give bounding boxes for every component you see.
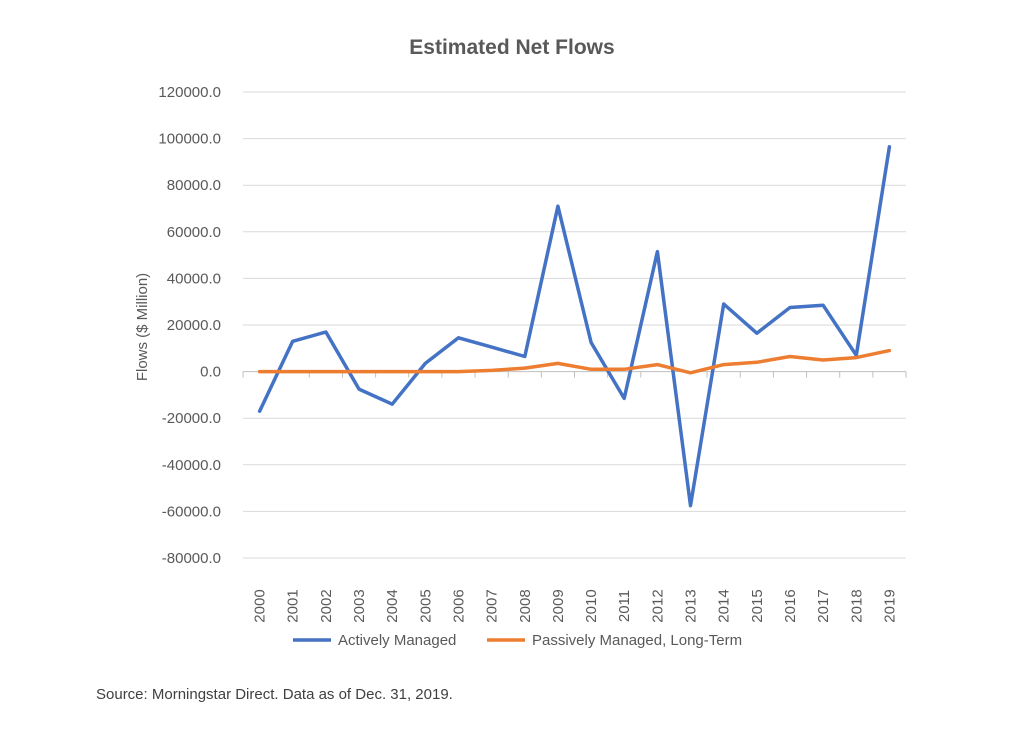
x-tick-label: 2015 — [749, 589, 766, 622]
series-line-passively-managed — [257, 348, 892, 375]
y-tick-label: 0.0 — [200, 364, 221, 381]
x-tick-label: 2017 — [815, 589, 832, 622]
source-note: Source: Morningstar Direct. Data as of D… — [96, 686, 453, 703]
y-tick-label: 40000.0 — [167, 270, 221, 287]
y-tick-label: 80000.0 — [167, 177, 221, 194]
y-tick-label: -20000.0 — [162, 410, 221, 427]
x-tick-label: 2018 — [848, 589, 865, 622]
x-tick-label: 2001 — [285, 589, 302, 622]
x-tick-label: 2016 — [782, 589, 799, 622]
x-tick-label: 2012 — [649, 589, 666, 622]
line-chart: 120000.0 100000.0 80000.0 60000.0 40000.0 200… — [134, 84, 907, 649]
x-tick-label: 2006 — [450, 589, 467, 622]
x-tick-label: 2000 — [252, 589, 269, 622]
x-tick-label: 2014 — [716, 589, 733, 622]
x-tick-label: 2008 — [517, 589, 534, 622]
y-tick-label: 120000.0 — [158, 84, 221, 101]
chart-title: Estimated Net Flows — [409, 36, 615, 59]
legend-label: Actively Managed — [338, 632, 456, 649]
y-tick-label: -60000.0 — [162, 503, 221, 520]
x-tick-label: 2007 — [484, 589, 501, 622]
legend-label: Passively Managed, Long-Term — [532, 632, 742, 649]
x-tick-label: 2002 — [318, 589, 335, 622]
x-tick-label: 2009 — [550, 589, 567, 622]
x-tick-label: 2004 — [384, 589, 401, 622]
y-tick-label: 60000.0 — [167, 224, 221, 241]
x-tick-label: 2003 — [351, 589, 368, 622]
y-axis-title: Flows ($ Million) — [134, 273, 151, 381]
x-tick-label: 2005 — [417, 589, 434, 622]
y-axis-tick-labels: 120000.0 100000.0 80000.0 60000.0 40000.0 200… — [158, 84, 221, 567]
x-axis-tick-labels: 2000 2001 2002 2003 2004 2005 2006 2007 2008 2009… — [252, 589, 899, 622]
series-lines — [257, 145, 892, 508]
gridlines — [243, 91, 906, 559]
series-line-actively-managed — [257, 145, 892, 508]
y-tick-label: -80000.0 — [162, 550, 221, 567]
x-tick-label: 2019 — [881, 589, 898, 622]
x-tick-label: 2013 — [683, 589, 700, 622]
y-tick-label: 100000.0 — [158, 131, 221, 148]
x-tick-label: 2010 — [583, 589, 600, 622]
y-tick-label: -40000.0 — [162, 457, 221, 474]
legend: Actively Managed Passively Managed, Long-… — [293, 632, 742, 649]
x-tick-label: 2011 — [616, 590, 633, 622]
y-tick-label: 20000.0 — [167, 317, 221, 334]
